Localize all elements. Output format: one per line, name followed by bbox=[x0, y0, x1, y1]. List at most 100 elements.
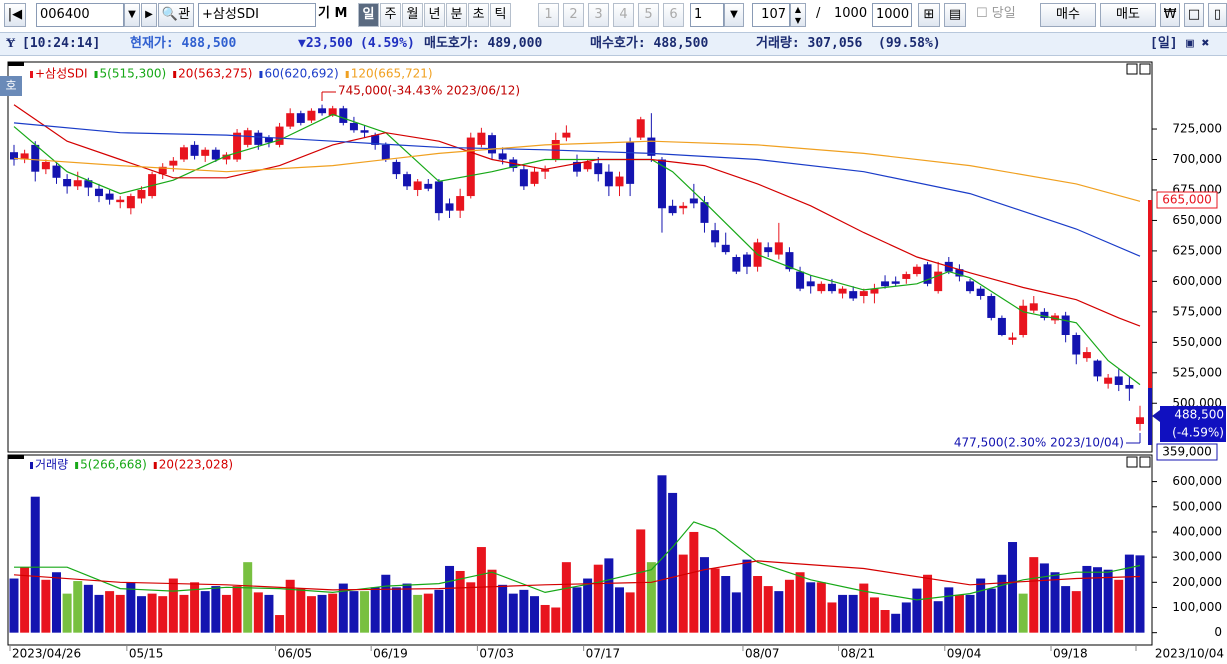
candle-body bbox=[381, 144, 390, 160]
volume-bar bbox=[328, 593, 338, 633]
volume-bar bbox=[540, 604, 550, 633]
icon-button[interactable]: ▯ bbox=[1208, 3, 1227, 27]
volume-bar bbox=[1114, 579, 1124, 633]
icon-button[interactable]: □ bbox=[1184, 3, 1204, 27]
volume-bar bbox=[1124, 554, 1134, 633]
x-tick-label: 05/15 bbox=[129, 647, 164, 661]
candle-body bbox=[902, 274, 911, 279]
panel-button[interactable] bbox=[1139, 456, 1151, 468]
flag[interactable]: 기 bbox=[318, 6, 330, 21]
dropdown[interactable]: ▼ bbox=[124, 3, 140, 27]
volume-bar bbox=[657, 475, 667, 633]
pin[interactable]: Ɏ bbox=[6, 36, 16, 51]
volume-bar bbox=[912, 588, 922, 633]
candle-body bbox=[1061, 315, 1070, 335]
candle-body bbox=[371, 135, 380, 145]
volume-bar bbox=[923, 574, 933, 633]
search-label[interactable]: 관 bbox=[178, 7, 191, 22]
candle-body bbox=[700, 202, 709, 223]
candle-body bbox=[541, 169, 550, 172]
volume-bar bbox=[848, 594, 858, 633]
period-button[interactable]: 월 bbox=[402, 3, 423, 27]
side-tag[interactable]: 호 bbox=[5, 79, 16, 93]
volume-bar bbox=[593, 564, 603, 633]
unit-input[interactable]: 1 bbox=[690, 3, 724, 27]
marker-label: (-4.59%) bbox=[1172, 426, 1224, 440]
next-button[interactable]: ▶ bbox=[141, 3, 157, 27]
period-button[interactable]: 주 bbox=[380, 3, 401, 27]
candle-body bbox=[817, 283, 826, 292]
icon-button[interactable]: ₩ bbox=[1160, 3, 1180, 27]
volume-bar bbox=[944, 587, 954, 633]
first-button[interactable]: |◀ bbox=[4, 3, 26, 27]
candle-body bbox=[94, 188, 103, 197]
candle-body bbox=[955, 269, 964, 277]
number-button[interactable]: 1 bbox=[538, 3, 559, 27]
panel-button[interactable] bbox=[1126, 456, 1138, 468]
volume-bar bbox=[94, 594, 104, 633]
candle-body bbox=[711, 230, 720, 243]
flag[interactable]: M bbox=[334, 6, 348, 21]
volume-bar bbox=[349, 591, 359, 633]
volume-bar bbox=[965, 594, 975, 633]
volume-bar bbox=[30, 496, 40, 633]
candle-body bbox=[477, 132, 486, 145]
candle-body bbox=[774, 242, 783, 255]
number-button[interactable]: 4 bbox=[613, 3, 634, 27]
period-button[interactable]: 년 bbox=[424, 3, 445, 27]
icon-button[interactable]: ▤ bbox=[944, 3, 966, 27]
volume-bar bbox=[391, 587, 401, 633]
today-check[interactable]: ☐ 당일 bbox=[976, 6, 1016, 21]
volume-bar bbox=[20, 567, 30, 633]
panel-button[interactable] bbox=[1139, 63, 1151, 75]
side-tag-bg[interactable] bbox=[0, 76, 22, 96]
volume-bar bbox=[753, 576, 763, 633]
buy-button[interactable]: 매수 bbox=[1040, 3, 1096, 27]
candle-body bbox=[434, 181, 443, 214]
period-button[interactable]: 일 bbox=[358, 3, 379, 27]
slash: / bbox=[816, 6, 821, 21]
candle-body bbox=[392, 161, 401, 175]
candle-body bbox=[179, 147, 188, 160]
volume-pct: (99.58%) bbox=[878, 36, 941, 51]
volume-bar bbox=[763, 586, 773, 633]
candle-body bbox=[1104, 377, 1113, 384]
period-button[interactable]: 분 bbox=[446, 3, 467, 27]
name-input[interactable]: +삼성SDI bbox=[198, 3, 316, 27]
candle-body bbox=[158, 166, 167, 175]
number-button[interactable]: 6 bbox=[663, 3, 684, 27]
candle-body bbox=[169, 160, 178, 166]
window-buttons[interactable]: ▣ ✖ bbox=[1186, 36, 1210, 51]
volume-bar bbox=[221, 594, 231, 633]
spinner[interactable]: ▲ ▼ bbox=[790, 3, 806, 27]
legend-label: 20(223,028) bbox=[159, 458, 233, 472]
volume-bar bbox=[519, 589, 529, 633]
candle-body bbox=[583, 161, 592, 170]
volume-bar bbox=[838, 594, 848, 633]
dropdown[interactable]: ▼ bbox=[724, 3, 744, 27]
flags[interactable]: 기 M bbox=[318, 3, 356, 27]
candle-body bbox=[63, 179, 72, 187]
volume-bar bbox=[1093, 567, 1103, 633]
legend-label: 5(266,668) bbox=[80, 458, 147, 472]
sell-button[interactable]: 매도 bbox=[1100, 3, 1156, 27]
y-tick-label: 700,000 bbox=[1172, 152, 1222, 166]
period-button[interactable]: 틱 bbox=[490, 3, 511, 27]
volume-bar bbox=[806, 582, 816, 633]
code-input[interactable]: 006400 bbox=[36, 3, 124, 27]
candle-body bbox=[1019, 305, 1028, 335]
number-button[interactable]: 2 bbox=[563, 3, 584, 27]
count-input[interactable]: 107 bbox=[752, 3, 790, 27]
candle-body bbox=[934, 271, 943, 292]
period-button[interactable]: 초 bbox=[468, 3, 489, 27]
search-button[interactable]: 🔍관 bbox=[158, 3, 194, 27]
icon-button[interactable]: ⊞ bbox=[918, 3, 940, 27]
max-input[interactable]: 1000 bbox=[872, 3, 912, 27]
price-range-bar bbox=[1148, 388, 1152, 445]
number-button[interactable]: 5 bbox=[638, 3, 659, 27]
today-label[interactable]: 당일 bbox=[991, 6, 1016, 21]
volume-bar bbox=[455, 570, 465, 633]
number-button[interactable]: 3 bbox=[588, 3, 609, 27]
panel-button[interactable] bbox=[1126, 63, 1138, 75]
